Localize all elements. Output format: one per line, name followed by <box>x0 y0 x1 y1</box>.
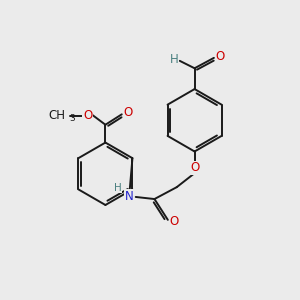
Text: H: H <box>114 183 122 193</box>
Text: O: O <box>190 161 199 174</box>
Text: methyl: methyl <box>0 299 1 300</box>
Text: O: O <box>83 109 92 122</box>
Text: N: N <box>125 190 134 202</box>
Text: CH: CH <box>48 109 65 122</box>
Text: 3: 3 <box>70 114 76 123</box>
Text: O: O <box>124 106 133 119</box>
Text: O: O <box>170 215 179 228</box>
Text: O: O <box>216 50 225 63</box>
Text: H: H <box>170 53 179 66</box>
